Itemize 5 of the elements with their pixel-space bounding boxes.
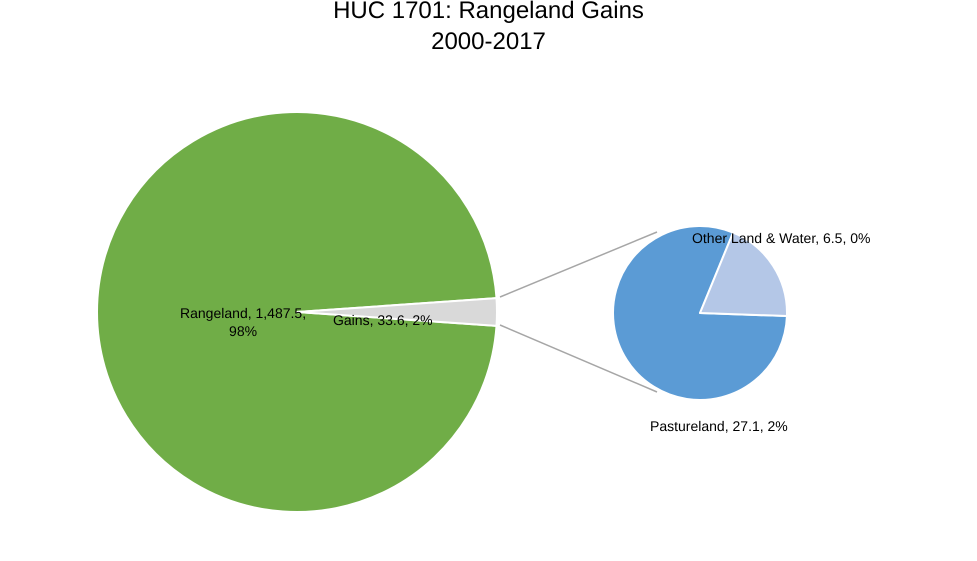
slice-label: Rangeland, 1,487.5, 98% bbox=[180, 305, 306, 340]
chart-title: HUC 1701: Rangeland Gains 2000-2017 bbox=[333, 0, 644, 56]
pie-slice bbox=[96, 111, 498, 513]
slice-label: Pastureland, 27.1, 2% bbox=[650, 418, 788, 434]
slice-label: Other Land & Water, 6.5, 0% bbox=[692, 230, 870, 246]
